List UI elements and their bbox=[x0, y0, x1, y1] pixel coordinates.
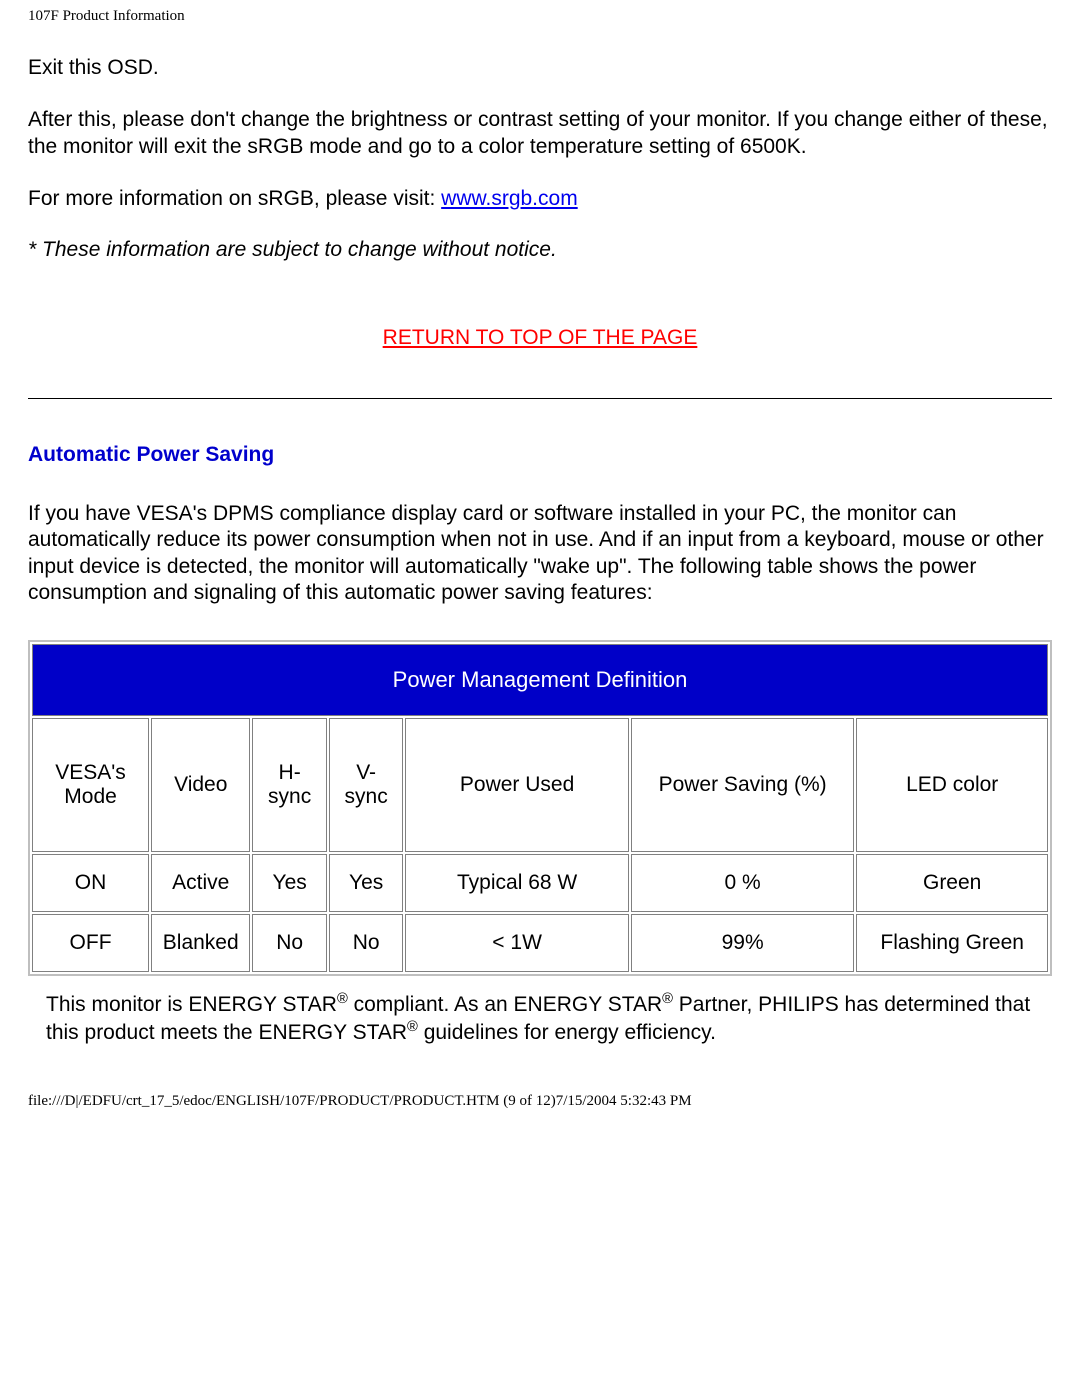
return-to-top-link[interactable]: RETURN TO TOP OF THE PAGE bbox=[383, 326, 698, 349]
table-header-row: VESA's ModeVideoH-syncV-syncPower UsedPo… bbox=[32, 718, 1048, 852]
paragraph-srgb-warning: After this, please don't change the brig… bbox=[28, 107, 1052, 160]
paragraph-exit-osd: Exit this OSD. bbox=[28, 55, 1052, 81]
table-cell: Typical 68 W bbox=[405, 854, 629, 912]
footnote-subject-to-change: * These information are subject to chang… bbox=[28, 238, 1052, 262]
table-row: ONActiveYesYesTypical 68 W0 %Green bbox=[32, 854, 1048, 912]
power-management-table-wrap: Power Management Definition VESA's ModeV… bbox=[28, 640, 1052, 976]
table-cell: 99% bbox=[631, 914, 855, 972]
table-row: OFFBlankedNoNo< 1W99%Flashing Green bbox=[32, 914, 1048, 972]
table-title-row: Power Management Definition bbox=[32, 644, 1048, 716]
table-cell: No bbox=[329, 914, 403, 972]
registered-mark-3: ® bbox=[407, 1019, 418, 1035]
srgb-link[interactable]: www.srgb.com bbox=[441, 187, 578, 210]
section-heading-power-saving: Automatic Power Saving bbox=[28, 443, 1052, 467]
page-header-small: 107F Product Information bbox=[28, 8, 1052, 25]
page-footer-path: file:///D|/EDFU/crt_17_5/edoc/ENGLISH/10… bbox=[28, 1093, 1052, 1110]
table-header-cell: V-sync bbox=[329, 718, 403, 852]
registered-mark-2: ® bbox=[662, 991, 673, 1007]
table-cell: Yes bbox=[252, 854, 326, 912]
table-cell: Yes bbox=[329, 854, 403, 912]
table-cell: ON bbox=[32, 854, 149, 912]
table-cell: No bbox=[252, 914, 326, 972]
return-link-container: RETURN TO TOP OF THE PAGE bbox=[28, 326, 1052, 350]
registered-mark-1: ® bbox=[337, 991, 348, 1007]
paragraph-srgb-link: For more information on sRGB, please vis… bbox=[28, 186, 1052, 212]
paragraph-energy-star: This monitor is ENERGY STAR® compliant. … bbox=[46, 990, 1052, 1047]
paragraph-power-saving-intro: If you have VESA's DPMS compliance displ… bbox=[28, 501, 1052, 606]
energy-star-mid1: compliant. As an ENERGY STAR bbox=[348, 993, 662, 1016]
table-header-cell: Video bbox=[151, 718, 250, 852]
srgb-link-prefix: For more information on sRGB, please vis… bbox=[28, 187, 441, 210]
table-header-cell: H-sync bbox=[252, 718, 326, 852]
table-cell: Green bbox=[856, 854, 1048, 912]
table-cell: 0 % bbox=[631, 854, 855, 912]
table-cell: OFF bbox=[32, 914, 149, 972]
power-management-table: Power Management Definition VESA's ModeV… bbox=[28, 640, 1052, 976]
table-header-cell: LED color bbox=[856, 718, 1048, 852]
table-cell: Active bbox=[151, 854, 250, 912]
table-cell: < 1W bbox=[405, 914, 629, 972]
table-header-cell: Power Used bbox=[405, 718, 629, 852]
table-cell: Blanked bbox=[151, 914, 250, 972]
energy-star-post: guidelines for energy efficiency. bbox=[418, 1021, 716, 1044]
table-header-cell: Power Saving (%) bbox=[631, 718, 855, 852]
energy-star-pre1: This monitor is ENERGY STAR bbox=[46, 993, 337, 1016]
section-divider bbox=[28, 398, 1052, 399]
table-title-cell: Power Management Definition bbox=[32, 644, 1048, 716]
table-cell: Flashing Green bbox=[856, 914, 1048, 972]
page-content: 107F Product Information Exit this OSD. … bbox=[0, 0, 1080, 1128]
table-header-cell: VESA's Mode bbox=[32, 718, 149, 852]
